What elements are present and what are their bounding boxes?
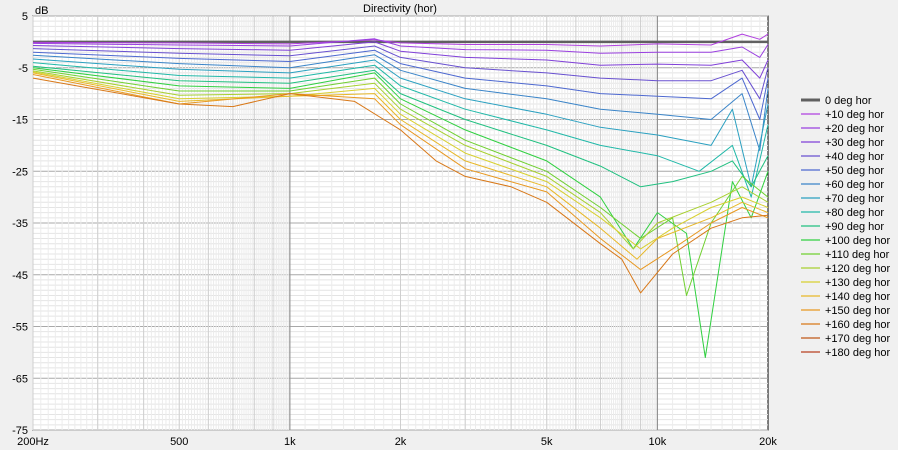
x-tick-label: 5k [541,436,553,448]
legend-item: +140 deg hor [801,291,890,303]
legend-item: +10 deg hor [801,109,884,121]
legend-item: +50 deg hor [801,165,884,177]
legend-label: +70 deg hor [825,193,884,205]
legend-item: +30 deg hor [801,137,884,149]
series-line-6 [32,54,769,152]
legend-label: +60 deg hor [825,179,884,191]
legend-item: +100 deg hor [801,235,890,247]
legend-label: +130 deg hor [825,277,890,289]
series-line-16 [32,77,769,294]
series-line-2 [32,38,769,58]
legend-label: 0 deg hor [825,95,872,107]
legend-item: +160 deg hor [801,319,890,331]
y-axis-label: dB [35,5,48,17]
legend-item: +20 deg hor [801,123,884,135]
y-tick-label: -65 [12,373,28,385]
y-tick-label: -55 [12,322,28,334]
series-line-7 [32,58,769,188]
legend-label: +160 deg hor [825,319,890,331]
series-line-10 [32,67,769,358]
legend-label: +30 deg hor [825,137,884,149]
legend-item: +80 deg hor [801,207,884,219]
legend-label: +110 deg hor [825,249,890,261]
series-line-9 [32,65,769,188]
x-tick-label: 500 [170,436,188,448]
y-tick-label: -5 [18,63,28,75]
y-tick-label: 5 [22,11,28,23]
legend-item: +120 deg hor [801,263,890,275]
series-layer [32,33,769,358]
series-line-11 [32,68,769,296]
legend-item: +40 deg hor [801,151,884,163]
legend-item: +90 deg hor [801,221,884,233]
legend-label: +170 deg hor [825,333,890,345]
legend-label: +10 deg hor [825,109,884,121]
series-line-5 [32,49,769,120]
x-tick-label: 200Hz [17,436,49,448]
chart-title: Directivity (hor) [363,3,437,15]
x-tick-label: 1k [284,436,296,448]
x-tick-label: 2k [395,436,407,448]
legend-label: +100 deg hor [825,235,890,247]
y-tick-label: -45 [12,270,28,282]
series-line-14 [32,72,769,260]
axis-labels: 200Hz 500 1k 2k 5k 10k 20k 5 -5 -15 -25 -35 -45 -55 -6… [12,11,777,448]
x-tick-label: 20k [759,436,777,448]
x-tick-label: 10k [648,436,666,448]
series-line-3 [32,41,769,79]
legend-item: +70 deg hor [801,193,884,205]
series-line-8 [32,62,769,198]
legend-label: +50 deg hor [825,165,884,177]
legend-item: +150 deg hor [801,305,890,317]
legend-item: +180 deg hor [801,347,890,359]
legend-item: +130 deg hor [801,277,890,289]
y-tick-label: -15 [12,115,28,127]
series-line-4 [32,45,769,100]
legend-item: +110 deg hor [801,249,890,261]
legend-label: +40 deg hor [825,151,884,163]
y-tick-label: -75 [12,425,28,437]
legend-label: +80 deg hor [825,207,884,219]
y-tick-label: -35 [12,218,28,230]
legend-label: +20 deg hor [825,123,884,135]
legend-label: +120 deg hor [825,263,890,275]
legend: 0 deg hor +10 deg hor +20 deg hor +30 deg h… [801,95,890,359]
legend-label: +150 deg hor [825,305,890,317]
legend-label: +90 deg hor [825,221,884,233]
legend-item: 0 deg hor [801,95,872,107]
legend-item: +60 deg hor [801,179,884,191]
legend-item: +170 deg hor [801,333,890,345]
series-line-1 [32,33,769,47]
legend-label: +180 deg hor [825,347,890,359]
y-tick-label: -25 [12,166,28,178]
legend-label: +140 deg hor [825,291,890,303]
